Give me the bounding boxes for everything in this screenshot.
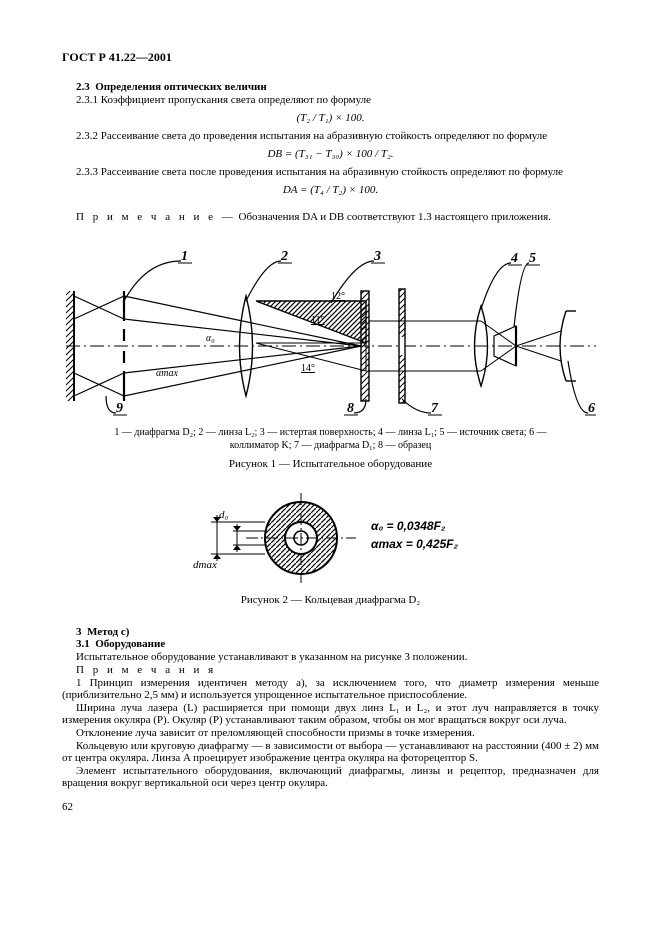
para-2-3-1: 2.3.1 Коэффициент пропускания света опре… (62, 94, 599, 106)
fig1-label-4: 4 (510, 251, 518, 266)
figure-1: 1 2 3 4 5 6 7 8 9 12° 11° 14° α₀ αmax (62, 241, 599, 421)
para-2-3-2: 2.3.2 Рассеивание света до проведения ис… (62, 130, 599, 142)
fig1-label-2: 2 (280, 249, 288, 264)
figure-2: d₀ dmax α₀ = 0,0348F₂ αmax = 0,425F₂ (62, 488, 599, 588)
section-3-title: 3 Метод с) (62, 626, 599, 638)
standard-id: ГОСТ Р 41.22—2001 (62, 50, 599, 65)
fig1-angle-11: 11° (311, 315, 325, 326)
fig2-dmax: dmax (193, 559, 217, 571)
fig1-label-6: 6 (588, 401, 595, 416)
fig1-angle-14: 14° (301, 363, 315, 374)
fig1-label-7: 7 (431, 401, 439, 416)
note-2-3: П р и м е ч а н и е — Обозначения DA и D… (62, 211, 599, 223)
section-2-3-title: 2.3 Определения оптических величин (62, 81, 599, 93)
formula-1: (T₂ / T₁) × 100. (62, 112, 599, 124)
page-number: 62 (62, 801, 599, 813)
fig2-d0: d₀ (219, 509, 229, 521)
fig1-alpha0: α₀ (206, 333, 215, 344)
para-3-n3: Отклонение луча зависит от преломляющей … (62, 727, 599, 739)
formula-2: DB = (T₃₁ − T₃₀) × 100 / T₂. (62, 148, 599, 160)
fig1-label-9: 9 (116, 401, 123, 416)
figure-2-caption: Рисунок 2 — Кольцевая диафрагма D₂ (62, 594, 599, 606)
fig1-label-5: 5 (529, 251, 536, 266)
para-2-3-3: 2.3.3 Рассеивание света после проведения… (62, 166, 599, 178)
section-3-1-title: 3.1 Оборудование (62, 638, 599, 650)
fig1-label-1: 1 (181, 249, 188, 264)
note-lead: П р и м е ч а н и е — (76, 211, 236, 223)
fig1-label-3: 3 (373, 249, 381, 264)
figure-1-caption: Рисунок 1 — Испытательное оборудование (62, 458, 599, 470)
fig1-label-8: 8 (347, 401, 354, 416)
para-3-1: Испытательное оборудование устанавливают… (62, 651, 599, 663)
figure-1-legend: 1 — диафрагма D₂; 2 — линза L₂; 3 — исте… (102, 427, 559, 452)
fig1-angle-12: 12° (331, 291, 345, 302)
para-3-n5: Элемент испытательного оборудования, вкл… (62, 765, 599, 789)
para-3-n1: 1 Принцип измерения идентичен методу а),… (62, 677, 599, 701)
fig1-alphamax: αmax (156, 368, 178, 379)
note-rest: Обозначения DA и DB соответствуют 1.3 на… (236, 211, 551, 223)
para-3-n4: Кольцевую или круговую диафрагму — в зав… (62, 740, 599, 764)
formula-3: DA = (T₄ / T₂) × 100. (62, 184, 599, 196)
fig2-formula-2: αmax = 0,425F₂ (371, 537, 458, 551)
note-3-lead: П р и м е ч а н и я (62, 664, 599, 676)
fig2-formula-1: α₀ = 0,0348F₂ (371, 519, 446, 533)
para-3-n2: Ширина луча лазера (L) расширяется при п… (62, 702, 599, 726)
